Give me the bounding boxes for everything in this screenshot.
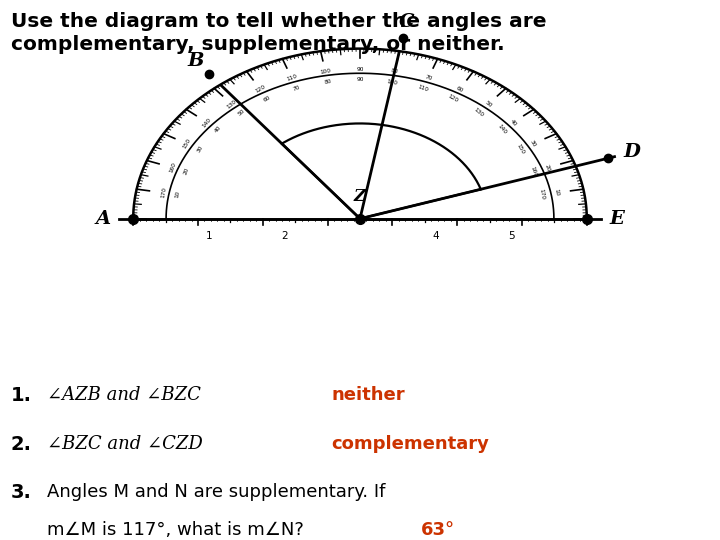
Text: 140: 140: [202, 117, 212, 129]
Text: complementary, supplementary, or neither.: complementary, supplementary, or neither…: [11, 35, 505, 54]
Text: 120: 120: [254, 84, 266, 94]
Text: 60: 60: [263, 94, 272, 103]
Text: 80: 80: [324, 79, 332, 85]
Text: B: B: [188, 52, 204, 70]
Text: Z: Z: [354, 188, 366, 205]
Text: 150: 150: [182, 138, 192, 150]
Text: 2: 2: [281, 231, 288, 241]
Text: 20: 20: [544, 163, 551, 172]
Text: 90: 90: [356, 66, 364, 72]
Text: 120: 120: [446, 93, 459, 104]
Text: 70: 70: [292, 85, 301, 92]
Text: 1.: 1.: [11, 386, 32, 405]
Text: ∠BZC and ∠CZD: ∠BZC and ∠CZD: [47, 435, 202, 453]
Text: Use the diagram to tell whether the angles are: Use the diagram to tell whether the angl…: [11, 12, 546, 31]
Text: 130: 130: [473, 107, 485, 118]
Text: 3.: 3.: [11, 483, 32, 502]
Text: 10: 10: [553, 188, 559, 197]
Text: 100: 100: [320, 68, 331, 75]
Text: A: A: [95, 210, 111, 228]
Text: m∠M is 117°, what is m∠N?: m∠M is 117°, what is m∠N?: [47, 521, 304, 539]
Text: 63°: 63°: [421, 521, 455, 539]
Text: 130: 130: [226, 99, 238, 110]
Text: D: D: [624, 144, 641, 161]
Text: 30: 30: [196, 145, 204, 154]
Text: 50: 50: [237, 108, 246, 117]
Text: 2.: 2.: [11, 435, 32, 454]
Text: 40: 40: [508, 118, 517, 127]
Text: 20: 20: [182, 167, 190, 176]
Text: 70: 70: [424, 75, 433, 82]
Text: 80: 80: [390, 68, 399, 75]
Text: 10: 10: [175, 191, 181, 199]
Text: 5: 5: [508, 231, 515, 241]
Text: E: E: [610, 210, 624, 228]
Text: Angles M and N are supplementary. If: Angles M and N are supplementary. If: [47, 483, 385, 501]
Text: 30: 30: [528, 139, 537, 148]
Text: 110: 110: [418, 84, 429, 92]
Text: 100: 100: [386, 79, 398, 85]
Text: 40: 40: [214, 125, 222, 134]
Text: 170: 170: [539, 188, 546, 200]
Text: 110: 110: [286, 74, 298, 83]
Text: 1: 1: [205, 231, 212, 241]
Text: 60: 60: [455, 85, 464, 93]
Text: 160: 160: [168, 161, 177, 173]
Text: ∠AZB and ∠BZC: ∠AZB and ∠BZC: [47, 386, 201, 404]
Text: C: C: [398, 13, 414, 31]
Text: 150: 150: [516, 143, 525, 156]
Text: 90: 90: [356, 77, 364, 83]
Text: 160: 160: [530, 165, 538, 177]
Text: complementary: complementary: [331, 435, 489, 453]
Text: 50: 50: [484, 100, 492, 109]
Text: 140: 140: [496, 124, 507, 136]
Text: 4: 4: [432, 231, 439, 241]
Text: neither: neither: [331, 386, 405, 404]
Text: 170: 170: [160, 187, 167, 199]
